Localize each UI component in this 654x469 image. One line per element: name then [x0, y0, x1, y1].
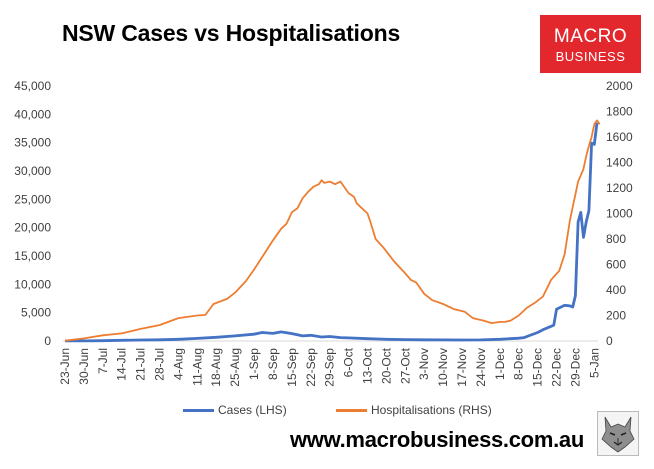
- x-tick-label: 8-Sep: [266, 348, 280, 380]
- right-tick-label: 800: [606, 232, 626, 246]
- series-lines: [64, 119, 601, 343]
- left-tick-label: 10,000: [14, 277, 51, 291]
- x-tick-label: 22-Dec: [550, 348, 564, 387]
- right-axis-ticks: 0 200 400 600 800 1000 1200 1400 1600 1800 2000: [606, 79, 633, 348]
- left-tick-label: 35,000: [14, 136, 51, 150]
- x-tick-label: 7-Jul: [96, 348, 110, 374]
- right-tick-label: 0: [606, 334, 613, 348]
- x-tick-label: 28-Jul: [153, 348, 167, 381]
- x-tick-label: 14-Jul: [115, 348, 129, 381]
- right-tick-label: 600: [606, 258, 626, 272]
- x-axis-ticks: 23-Jun 30-Jun 7-Jul 14-Jul 21-Jul 28-Jul 4-Aug…: [58, 347, 601, 386]
- legend-swatch-hospitalisations: [336, 409, 367, 413]
- x-tick-label: 17-Nov: [455, 348, 469, 387]
- x-tick-label: 11-Aug: [190, 348, 204, 386]
- hospitalisations-line: [64, 119, 601, 342]
- right-tick-label: 1600: [606, 130, 633, 144]
- logo-line2: BUSINESS: [555, 49, 626, 64]
- x-tick-label: 18-Aug: [209, 348, 223, 387]
- x-tick-label: 1-Dec: [493, 348, 507, 380]
- x-tick-label: 15-Sep: [285, 348, 299, 387]
- plot-area: [63, 86, 598, 341]
- right-tick-label: 1800: [606, 105, 633, 119]
- x-tick-label: 1-Sep: [247, 348, 261, 380]
- x-tick-label: 13-Oct: [360, 347, 374, 384]
- legend-swatch-cases: [183, 409, 214, 413]
- left-tick-label: 40,000: [14, 107, 51, 121]
- website-url[interactable]: www.macrobusiness.com.au: [290, 427, 584, 452]
- x-tick-label: 21-Jul: [134, 348, 148, 381]
- left-tick-label: 25,000: [14, 192, 51, 206]
- x-tick-label: 5-Jan: [587, 348, 601, 378]
- x-tick-label: 8-Dec: [512, 348, 526, 380]
- x-tick-label: 23-Jun: [58, 348, 72, 385]
- left-axis-ticks: 0 5,000 10,000 15,000 20,000 25,000 30,000 35,0…: [14, 79, 51, 348]
- x-tick-label: 4-Aug: [171, 348, 185, 380]
- legend-label-cases: Cases (LHS): [218, 403, 287, 417]
- left-tick-label: 15,000: [14, 249, 51, 263]
- logo-line1: MACRO: [553, 26, 628, 47]
- x-tick-label: 25-Aug: [228, 348, 242, 387]
- right-tick-label: 1400: [606, 156, 633, 170]
- x-tick-label: 22-Sep: [304, 348, 318, 387]
- wolf-logo-icon: [597, 411, 639, 456]
- legend-item-hospitalisations: Hospitalisations (RHS): [336, 403, 492, 417]
- x-tick-label: 20-Oct: [379, 347, 393, 384]
- plot-background: [63, 86, 598, 341]
- x-tick-label: 29-Dec: [568, 348, 582, 387]
- left-tick-label: 5,000: [21, 306, 51, 320]
- right-tick-label: 1200: [606, 181, 633, 195]
- right-tick-label: 200: [606, 309, 626, 323]
- legend-label-hospitalisations: Hospitalisations (RHS): [371, 403, 492, 417]
- right-tick-label: 1000: [606, 207, 633, 221]
- x-tick-label: 27-Oct: [398, 347, 412, 384]
- left-tick-label: 30,000: [14, 164, 51, 178]
- x-tick-label: 24-Nov: [474, 348, 488, 387]
- macro-business-logo: MACRO BUSINESS: [540, 15, 641, 73]
- chart-title: NSW Cases vs Hospitalisations: [62, 20, 401, 46]
- x-tick-label: 29-Sep: [323, 348, 337, 387]
- x-tick-label: 15-Dec: [531, 348, 545, 387]
- left-tick-label: 45,000: [14, 79, 51, 93]
- legend-item-cases: Cases (LHS): [183, 403, 287, 417]
- x-tick-label: 6-Oct: [342, 347, 356, 377]
- left-tick-label: 0: [44, 334, 51, 348]
- x-tick-label: 3-Nov: [417, 348, 431, 380]
- x-tick-label: 30-Jun: [77, 348, 91, 385]
- cases-line: [65, 122, 599, 343]
- line-chart: 0 5,000 10,000 15,000 20,000 25,000 30,000 35,0…: [14, 79, 633, 387]
- right-tick-label: 400: [606, 283, 626, 297]
- x-tick-label: 10-Nov: [436, 348, 450, 387]
- right-tick-label: 2000: [606, 79, 633, 93]
- left-tick-label: 20,000: [14, 221, 51, 235]
